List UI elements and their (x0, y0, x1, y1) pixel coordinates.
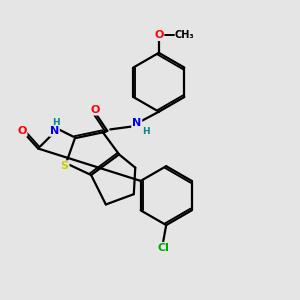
Text: S: S (61, 161, 69, 171)
Text: H: H (142, 127, 149, 136)
Text: CH₃: CH₃ (174, 30, 194, 40)
Text: N: N (50, 126, 59, 136)
Text: Cl: Cl (157, 243, 169, 253)
Text: H: H (52, 118, 60, 127)
Text: O: O (91, 105, 100, 115)
Text: O: O (17, 126, 27, 136)
Text: N: N (132, 118, 141, 128)
Text: O: O (154, 30, 164, 40)
